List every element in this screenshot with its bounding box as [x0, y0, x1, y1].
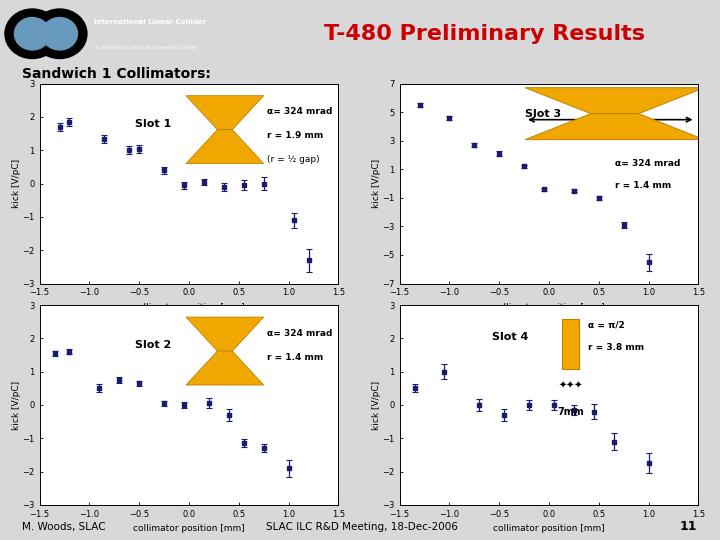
- Polygon shape: [186, 317, 264, 351]
- Circle shape: [42, 17, 78, 50]
- Y-axis label: kick [V/pC]: kick [V/pC]: [12, 381, 21, 429]
- Polygon shape: [525, 113, 704, 140]
- Polygon shape: [186, 130, 264, 164]
- Text: ✦✦✦: ✦✦✦: [558, 381, 582, 391]
- Polygon shape: [186, 351, 264, 385]
- Circle shape: [32, 9, 87, 58]
- FancyBboxPatch shape: [562, 319, 579, 369]
- Text: r = 1.4 mm: r = 1.4 mm: [615, 181, 671, 190]
- Text: Slot 4: Slot 4: [492, 332, 528, 342]
- Text: M. Woods, SLAC: M. Woods, SLAC: [22, 522, 105, 532]
- Text: r = 3.8 mm: r = 3.8 mm: [588, 342, 644, 352]
- Text: Sandwich 1 Collimators:: Sandwich 1 Collimators:: [22, 68, 210, 82]
- Text: SLAC ILC R&D Meeting, 18-Dec-2006: SLAC ILC R&D Meeting, 18-Dec-2006: [266, 522, 458, 532]
- X-axis label: collimator position [mm]: collimator position [mm]: [133, 524, 245, 534]
- Text: Slot 2: Slot 2: [135, 340, 171, 350]
- Text: (r = ½ gap): (r = ½ gap): [266, 155, 319, 164]
- Circle shape: [5, 9, 60, 58]
- Text: 11: 11: [680, 520, 697, 534]
- X-axis label: collimator position [mm]: collimator position [mm]: [133, 303, 245, 312]
- Text: α= 324 mrad: α= 324 mrad: [266, 107, 332, 116]
- Text: α = π/2: α = π/2: [588, 321, 624, 329]
- Polygon shape: [186, 96, 264, 130]
- X-axis label: collimator position [mm]: collimator position [mm]: [493, 524, 605, 534]
- Text: T-480 Preliminary Results: T-480 Preliminary Results: [324, 24, 644, 44]
- Text: r = 1.4 mm: r = 1.4 mm: [266, 353, 323, 362]
- Text: L = 1000 mm: L = 1000 mm: [578, 124, 639, 133]
- Text: 7mm: 7mm: [557, 407, 584, 417]
- Text: Slot 1: Slot 1: [135, 119, 171, 129]
- Y-axis label: kick [V/pC]: kick [V/pC]: [12, 159, 21, 208]
- Text: α= 324 mrad: α= 324 mrad: [615, 159, 680, 168]
- Text: at Stanford Linear Accelerator Center: at Stanford Linear Accelerator Center: [94, 45, 197, 50]
- X-axis label: collimator position [mm]: collimator position [mm]: [493, 303, 605, 312]
- Circle shape: [14, 17, 50, 50]
- Y-axis label: kick [V/pC]: kick [V/pC]: [372, 159, 381, 208]
- Text: International Linear Collider: International Linear Collider: [94, 19, 207, 25]
- Polygon shape: [525, 87, 704, 113]
- Y-axis label: kick [V/pC]: kick [V/pC]: [372, 381, 381, 429]
- Text: Slot 3: Slot 3: [525, 109, 561, 119]
- Text: r = 1.9 mm: r = 1.9 mm: [266, 131, 323, 140]
- Text: α= 324 mrad: α= 324 mrad: [266, 328, 332, 338]
